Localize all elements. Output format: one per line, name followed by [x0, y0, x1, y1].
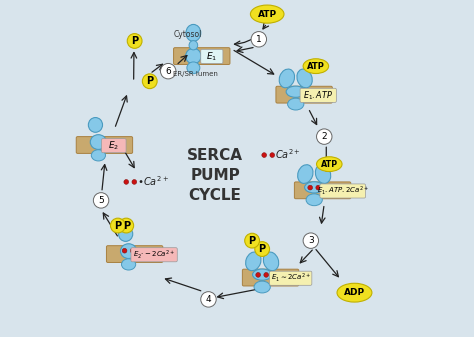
Text: 3: 3 — [308, 236, 314, 245]
Ellipse shape — [298, 165, 313, 183]
Circle shape — [132, 180, 137, 184]
Text: ATP: ATP — [258, 10, 277, 19]
Text: $\bullet Ca^{2+}$: $\bullet Ca^{2+}$ — [137, 174, 169, 188]
Circle shape — [256, 273, 261, 277]
Text: $E_1.ATP.2Ca^{2+}$: $E_1.ATP.2Ca^{2+}$ — [317, 185, 369, 197]
Circle shape — [119, 218, 134, 233]
Text: $E_1$: $E_1$ — [206, 50, 218, 63]
Circle shape — [110, 218, 125, 233]
Ellipse shape — [303, 59, 328, 73]
Text: $E_1.ATP$: $E_1.ATP$ — [303, 89, 333, 101]
FancyBboxPatch shape — [320, 184, 365, 198]
FancyBboxPatch shape — [294, 182, 351, 199]
Text: 6: 6 — [165, 67, 171, 76]
Circle shape — [161, 63, 176, 79]
Text: P: P — [114, 220, 121, 231]
Ellipse shape — [254, 281, 270, 293]
Ellipse shape — [306, 194, 322, 206]
Circle shape — [255, 242, 270, 256]
Ellipse shape — [315, 165, 331, 183]
Circle shape — [124, 180, 128, 184]
Ellipse shape — [317, 157, 342, 172]
Text: P: P — [146, 76, 153, 86]
Circle shape — [93, 193, 109, 208]
FancyBboxPatch shape — [201, 49, 223, 63]
Ellipse shape — [186, 48, 201, 64]
Circle shape — [303, 233, 319, 248]
Ellipse shape — [121, 259, 136, 270]
Ellipse shape — [186, 24, 201, 41]
Ellipse shape — [118, 226, 133, 241]
FancyBboxPatch shape — [76, 136, 133, 153]
Circle shape — [130, 248, 135, 253]
Text: ATP: ATP — [321, 160, 338, 168]
Ellipse shape — [90, 135, 107, 149]
Ellipse shape — [88, 118, 102, 132]
FancyBboxPatch shape — [270, 271, 312, 285]
Ellipse shape — [297, 69, 312, 88]
Ellipse shape — [264, 252, 279, 271]
FancyBboxPatch shape — [131, 248, 177, 262]
Ellipse shape — [279, 69, 294, 88]
Ellipse shape — [189, 41, 198, 50]
FancyBboxPatch shape — [242, 269, 299, 286]
Text: 2: 2 — [321, 132, 327, 141]
FancyBboxPatch shape — [107, 246, 163, 263]
Text: 4: 4 — [206, 295, 211, 304]
Circle shape — [201, 292, 216, 307]
Ellipse shape — [250, 5, 284, 23]
Text: P: P — [259, 244, 266, 254]
Circle shape — [127, 34, 142, 48]
Circle shape — [270, 153, 274, 157]
Ellipse shape — [187, 62, 200, 74]
Text: SERCA
PUMP
CYCLE: SERCA PUMP CYCLE — [187, 148, 243, 203]
Ellipse shape — [305, 182, 324, 193]
Circle shape — [122, 248, 127, 253]
Text: P: P — [123, 220, 130, 231]
Text: $E_2$: $E_2$ — [108, 140, 119, 152]
Circle shape — [251, 32, 266, 47]
Circle shape — [316, 185, 320, 190]
Circle shape — [317, 129, 332, 144]
FancyBboxPatch shape — [300, 88, 337, 102]
FancyBboxPatch shape — [276, 86, 332, 103]
FancyBboxPatch shape — [173, 48, 230, 64]
Text: $E_1{\sim}2Ca^{2+}$: $E_1{\sim}2Ca^{2+}$ — [271, 272, 311, 284]
Text: Cytosol: Cytosol — [173, 30, 201, 39]
Ellipse shape — [337, 283, 372, 302]
Text: 1: 1 — [256, 35, 262, 44]
Text: $E_2{\cdot}-2Ca^{2+}$: $E_2{\cdot}-2Ca^{2+}$ — [133, 248, 175, 261]
Ellipse shape — [120, 244, 137, 258]
Ellipse shape — [286, 86, 305, 97]
Text: P: P — [131, 36, 138, 46]
Text: 5: 5 — [98, 196, 104, 205]
Ellipse shape — [246, 252, 261, 271]
Text: $Ca^{2+}$: $Ca^{2+}$ — [275, 148, 301, 161]
Circle shape — [308, 185, 312, 190]
Text: ATP: ATP — [307, 62, 325, 71]
Circle shape — [264, 273, 269, 277]
Text: ER/SR lumen: ER/SR lumen — [173, 70, 218, 76]
Ellipse shape — [253, 269, 272, 280]
FancyBboxPatch shape — [101, 139, 126, 153]
Ellipse shape — [288, 98, 304, 110]
Text: ADP: ADP — [344, 288, 365, 297]
Ellipse shape — [91, 150, 106, 161]
Circle shape — [142, 74, 157, 89]
Text: P: P — [248, 236, 255, 246]
Circle shape — [245, 233, 259, 248]
Circle shape — [262, 153, 266, 157]
